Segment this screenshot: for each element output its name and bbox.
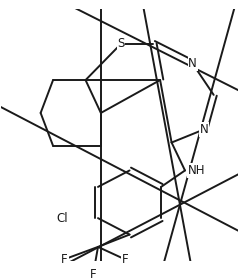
Text: N: N bbox=[188, 57, 197, 70]
Text: Cl: Cl bbox=[57, 212, 68, 225]
Text: S: S bbox=[117, 38, 125, 50]
Text: F: F bbox=[90, 267, 97, 278]
Text: F: F bbox=[61, 253, 68, 266]
Text: NH: NH bbox=[188, 164, 205, 177]
Text: F: F bbox=[121, 253, 128, 266]
Text: N: N bbox=[200, 123, 208, 136]
